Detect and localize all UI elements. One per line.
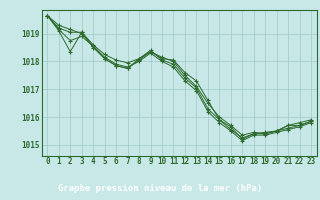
Text: Graphe pression niveau de la mer (hPa): Graphe pression niveau de la mer (hPa) xyxy=(58,184,262,193)
